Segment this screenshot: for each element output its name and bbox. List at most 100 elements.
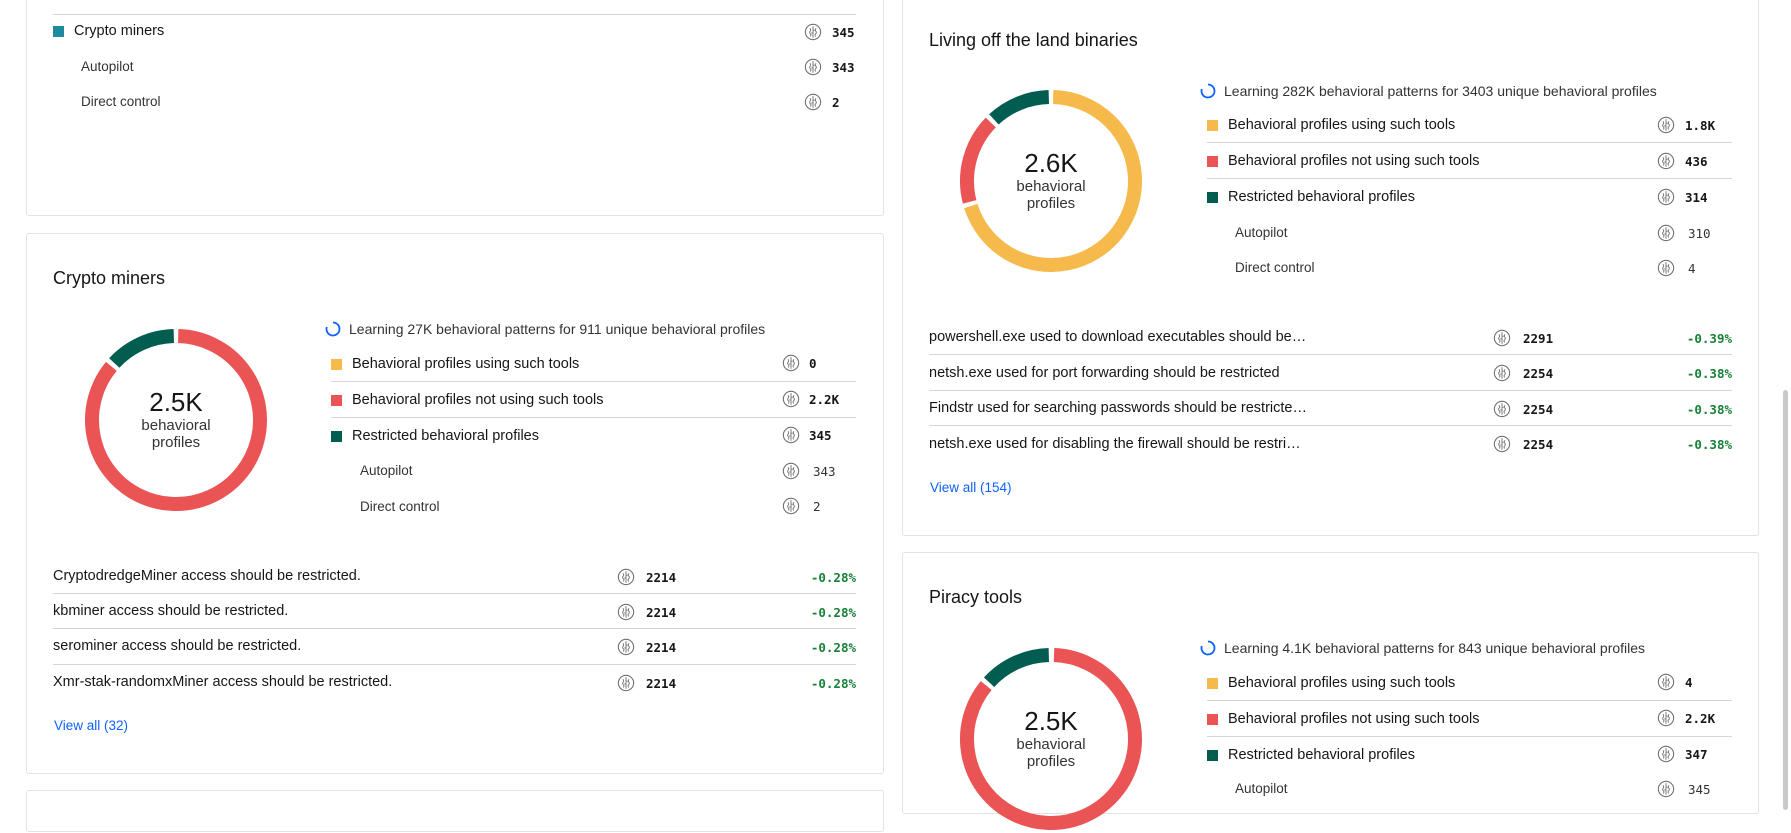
crypto-legend-not-using[interactable]: Behavioral profiles not using such tools xyxy=(331,392,603,408)
top-autopilot-value: 343 xyxy=(832,60,855,75)
donut-segment-restricted[interactable] xyxy=(109,329,175,368)
rule-text: kbminer access should be restricted. xyxy=(53,603,289,619)
rule-text: netsh.exe used for disabling the firewal… xyxy=(929,436,1301,452)
rule-percent: -0.28% xyxy=(810,640,856,655)
lotl-total-label-1: behavioral xyxy=(1016,178,1086,195)
lotl-rule-row[interactable]: netsh.exe used for disabling the firewal… xyxy=(929,436,1301,452)
loading-spinner-icon xyxy=(1200,83,1216,99)
lotl-rule-row[interactable]: Findstr used for searching passwords sho… xyxy=(929,400,1307,416)
loading-spinner-icon xyxy=(1200,640,1216,656)
rule-percent: -0.38% xyxy=(1686,366,1732,381)
piracy-total-label-1: behavioral xyxy=(1016,736,1086,753)
divider xyxy=(1207,142,1732,143)
rule-percent: -0.38% xyxy=(1686,402,1732,417)
brain-icon xyxy=(617,674,635,692)
top-restricted-value: 345 xyxy=(832,25,855,40)
brain-icon xyxy=(1657,259,1675,277)
lotl-learning-status: Learning 282K behavioral patterns for 34… xyxy=(1200,83,1657,99)
top-direct-label: Direct control xyxy=(81,94,161,109)
lotl-legend-using[interactable]: Behavioral profiles using such tools xyxy=(1207,117,1455,133)
divider xyxy=(929,354,1732,355)
lotl-donut-chart xyxy=(960,90,1142,272)
lotl-direct-value: 4 xyxy=(1688,261,1696,276)
divider xyxy=(331,417,856,418)
crypto-donut-chart xyxy=(85,329,267,511)
rule-count: 2214 xyxy=(646,570,677,585)
legend-swatch xyxy=(331,358,342,370)
rule-percent: -0.28% xyxy=(810,605,856,620)
brain-icon xyxy=(1657,224,1675,242)
rule-text: Xmr-stak-randomxMiner access should be r… xyxy=(53,674,393,690)
crypto-view-all-link[interactable]: View all (32) xyxy=(54,718,129,733)
crypto-autopilot-label: Autopilot xyxy=(360,463,413,478)
lotl-total: 2.6K xyxy=(1024,148,1078,178)
rule-percent: -0.28% xyxy=(810,676,856,691)
lotl-view-all-link[interactable]: View all (154) xyxy=(930,480,1012,495)
crypto-rule-row[interactable]: Xmr-stak-randomxMiner access should be r… xyxy=(53,674,392,690)
lotl-legend-not-using[interactable]: Behavioral profiles not using such tools xyxy=(1207,153,1479,169)
rule-count: 2214 xyxy=(646,605,677,620)
top-direct-value: 2 xyxy=(832,95,840,110)
lotl-legend-restricted-value: 314 xyxy=(1685,190,1708,205)
crypto-legend-restricted[interactable]: Restricted behavioral profiles xyxy=(331,428,539,444)
rule-count: 2214 xyxy=(646,640,677,655)
donut-segment-not-using[interactable] xyxy=(85,329,267,511)
crypto-direct-label: Direct control xyxy=(360,499,440,514)
crypto-autopilot-value: 343 xyxy=(813,464,836,479)
brain-icon xyxy=(617,568,635,586)
donut-segment-not-using[interactable] xyxy=(960,117,996,204)
lotl-learning-text: Learning 282K behavioral patterns for 34… xyxy=(1224,83,1657,99)
rule-count: 2254 xyxy=(1523,366,1554,381)
donut-segment-restricted[interactable] xyxy=(989,90,1050,125)
brain-icon xyxy=(1657,709,1675,727)
piracy-autopilot-label: Autopilot xyxy=(1235,781,1288,796)
crypto-rule-row[interactable]: serominer access should be restricted. xyxy=(53,638,301,654)
lotl-rule-row[interactable]: netsh.exe used for port forwarding shoul… xyxy=(929,365,1280,381)
piracy-legend-restricted-label: Restricted behavioral profiles xyxy=(1228,747,1415,763)
divider xyxy=(929,425,1732,426)
piracy-total: 2.5K xyxy=(1024,706,1078,736)
piracy-legend-using[interactable]: Behavioral profiles using such tools xyxy=(1207,675,1455,691)
crypto-total-label-2: profiles xyxy=(151,434,201,451)
piracy-total-label-2: profiles xyxy=(1026,753,1076,770)
loading-spinner-icon xyxy=(325,321,341,337)
top-restricted-label: Crypto miners xyxy=(74,23,165,39)
scrollbar-thumb[interactable] xyxy=(1783,390,1788,810)
lotl-card-title: Living off the land binaries xyxy=(929,30,1138,50)
lotl-rule-row[interactable]: powershell.exe used to download executab… xyxy=(929,329,1306,345)
brain-icon xyxy=(1493,435,1511,453)
piracy-legend-restricted[interactable]: Restricted behavioral profiles xyxy=(1207,747,1415,763)
piracy-legend-not-using-label: Behavioral profiles not using such tools xyxy=(1228,711,1480,727)
divider xyxy=(929,390,1732,391)
crypto-direct-value: 2 xyxy=(813,499,821,514)
donut-segment-using[interactable] xyxy=(964,90,1142,272)
brain-icon xyxy=(782,462,800,480)
brain-icon xyxy=(1657,745,1675,763)
brain-icon xyxy=(1493,400,1511,418)
lotl-donut-center: 2.6K behavioral profiles xyxy=(991,148,1111,212)
divider xyxy=(53,664,856,665)
divider xyxy=(1207,700,1732,701)
rule-count: 2254 xyxy=(1523,437,1554,452)
crypto-rule-row[interactable]: kbminer access should be restricted. xyxy=(53,603,288,619)
piracy-card xyxy=(902,552,1759,814)
crypto-rule-row[interactable]: CryptodredgeMiner access should be restr… xyxy=(53,568,361,584)
brain-icon xyxy=(1657,673,1675,691)
piracy-legend-not-using[interactable]: Behavioral profiles not using such tools xyxy=(1207,711,1479,727)
lotl-autopilot-label: Autopilot xyxy=(1235,225,1288,240)
piracy-legend-using-label: Behavioral profiles using such tools xyxy=(1228,675,1456,691)
divider xyxy=(1207,736,1732,737)
top-restricted-row: Crypto miners xyxy=(53,23,164,39)
crypto-legend-using-value: 0 xyxy=(809,356,817,371)
brain-icon xyxy=(804,93,822,111)
lotl-legend-restricted[interactable]: Restricted behavioral profiles xyxy=(1207,189,1415,205)
crypto-legend-not-using-label: Behavioral profiles not using such tools xyxy=(352,392,604,408)
brain-icon xyxy=(804,23,822,41)
brain-icon xyxy=(782,497,800,515)
rule-text: CryptodredgeMiner access should be restr… xyxy=(53,568,361,584)
lotl-direct-label: Direct control xyxy=(1235,260,1315,275)
legend-swatch xyxy=(1207,191,1218,203)
crypto-legend-using[interactable]: Behavioral profiles using such tools xyxy=(331,356,579,372)
crypto-total: 2.5K xyxy=(149,387,203,417)
donut-segment-restricted[interactable] xyxy=(983,648,1050,688)
